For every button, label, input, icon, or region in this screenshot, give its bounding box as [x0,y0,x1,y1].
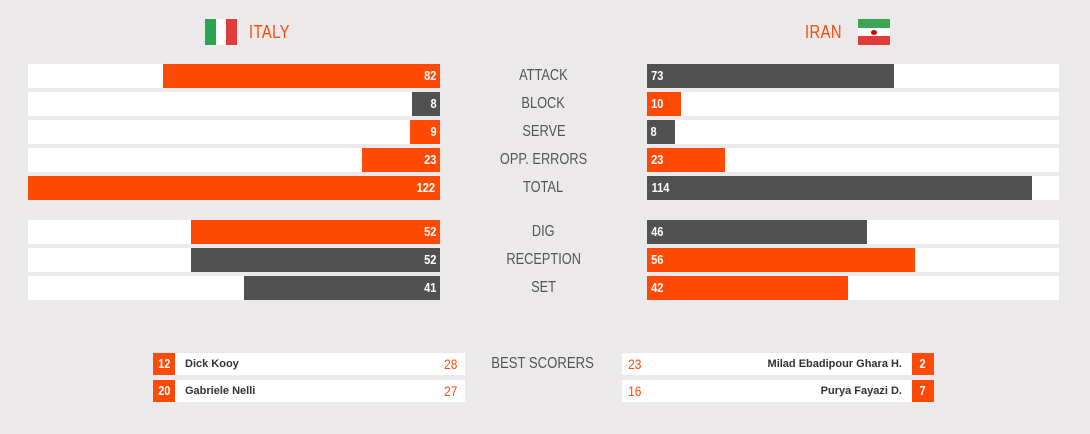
stat-label: SET [531,279,556,296]
scorer-name: Gabriele Nelli [185,385,256,397]
scorer-points: 27 [444,383,458,399]
scorer-box [153,353,465,375]
bar-value-left: 122 [416,180,436,195]
scorer-name: Purya Fayazi D. [820,385,902,397]
bar-right: 23 [647,148,725,172]
team-header-right: IRAN [805,18,891,46]
bar-left: 122 [28,176,440,200]
bar-right: 73 [647,64,894,88]
jersey-number: 12 [153,353,175,375]
stat-row: 8 BLOCK 10 [0,92,1090,116]
stat-row: 41 SET 42 [0,276,1090,300]
italy-flag-icon [205,19,238,45]
stat-row: 122 TOTAL 114 [0,176,1090,200]
bar-value-right: 46 [651,224,664,239]
scorer-box [622,380,934,402]
stat-track-left: 52 [28,248,440,272]
bar-value-left: 23 [423,152,436,167]
team-name-left: ITALY [249,21,290,42]
stat-row: 9 SERVE 8 [0,120,1090,144]
stat-track-right: 10 [647,92,1059,116]
stat-track-right: 56 [647,248,1059,272]
stat-label: OPP. ERRORS [499,151,588,168]
bar-left: 9 [410,120,440,144]
bar-value-right: 73 [651,68,664,83]
bar-value-right: 10 [651,96,664,111]
stat-track-right: 73 [647,64,1059,88]
bar-value-left: 41 [423,280,436,295]
stat-track-left: 9 [28,120,440,144]
bar-right: 42 [647,276,848,300]
jersey-number: 7 [912,380,934,402]
stat-row: 82 ATTACK 73 [0,64,1090,88]
bar-value-right: 56 [651,252,664,267]
bar-left: 8 [412,92,440,116]
stat-track-right: 23 [647,148,1059,172]
bar-left: 23 [362,148,440,172]
stat-label: SERVE [521,123,566,140]
stat-track-right: 42 [647,276,1059,300]
bar-value-right: 42 [651,280,664,295]
scorer-row-right: 16 Purya Fayazi D. 7 [622,380,934,402]
stat-track-left: 82 [28,64,440,88]
bar-left: 82 [163,64,440,88]
bar-value-right: 23 [651,152,664,167]
scorer-row-left: 12 Dick Kooy 28 [153,353,465,375]
scorer-box [622,353,934,375]
stat-track-left: 8 [28,92,440,116]
stat-track-right: 114 [647,176,1059,200]
stat-track-left: 23 [28,148,440,172]
stat-track-left: 52 [28,220,440,244]
bar-right: 46 [647,220,867,244]
bar-left: 52 [191,220,440,244]
scorer-name: Milad Ebadipour Ghara H. [767,358,902,370]
stat-label: RECEPTION [506,251,581,268]
stat-label: ATTACK [519,67,568,84]
stat-label: DIG [532,223,555,240]
scorer-points: 23 [628,356,642,372]
stat-row: 52 DIG 46 [0,220,1090,244]
stat-row: 23 OPP. ERRORS 23 [0,148,1090,172]
bar-left: 52 [191,248,440,272]
scorer-row-right: 23 Milad Ebadipour Ghara H. 2 [622,353,934,375]
stat-label: BLOCK [521,95,566,112]
stat-track-left: 122 [28,176,440,200]
jersey-number: 20 [153,380,175,402]
scorer-points: 16 [628,383,642,399]
team-header-left: ITALY [205,18,299,46]
bar-value-right: 114 [651,180,670,195]
bar-right: 10 [647,92,681,116]
bar-value-right: 8 [650,124,657,139]
scorer-points: 28 [444,356,458,372]
bar-right: 56 [647,248,915,272]
scorer-name: Dick Kooy [185,358,239,370]
stat-track-right: 46 [647,220,1059,244]
bar-value-left: 9 [430,124,437,139]
bar-value-left: 8 [430,96,437,111]
stat-track-left: 41 [28,276,440,300]
bar-left: 41 [244,276,440,300]
bar-value-left: 52 [423,252,436,267]
scorer-box [153,380,465,402]
scorer-row-left: 20 Gabriele Nelli 27 [153,380,465,402]
jersey-number: 2 [912,353,934,375]
stat-row: 52 RECEPTION 56 [0,248,1090,272]
bar-right: 114 [647,176,1032,200]
stat-track-right: 8 [647,120,1059,144]
bar-value-left: 52 [423,224,436,239]
best-scorers-title: BEST SCORERS [491,355,595,372]
team-name-right: IRAN [805,21,842,42]
iran-flag-icon [858,19,891,46]
stat-label: TOTAL [523,179,564,196]
bar-value-left: 82 [423,68,436,83]
bar-right: 8 [647,120,675,144]
